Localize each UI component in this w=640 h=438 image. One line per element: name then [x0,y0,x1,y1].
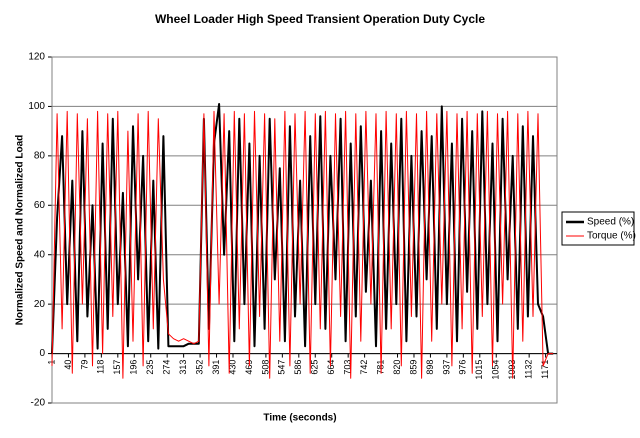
x-tick-label: 430 [227,360,237,375]
chart-title: Wheel Loader High Speed Transient Operat… [155,12,485,26]
y-tick-label: 0 [39,348,45,359]
x-tick-label: 664 [326,360,336,375]
x-tick-label: 898 [425,360,435,375]
x-tick-label: 118 [96,360,106,374]
x-tick-label: 1 [46,360,56,365]
x-tick-label: 1132 [524,360,534,379]
x-tick-label: 859 [408,360,418,375]
x-tick-label: 235 [145,360,155,375]
y-tick-label: 60 [34,200,46,211]
series-line [51,103,554,355]
x-tick-label: 820 [392,360,402,375]
x-axis-label: Time (seconds) [263,413,336,424]
x-tick-label: 937 [441,360,451,375]
x-tick-label: 781 [375,360,385,375]
y-tick-label: 20 [34,299,46,310]
y-tick-label: 100 [28,101,45,112]
x-tick-label: 508 [260,360,270,375]
x-tick-label: 1054 [491,360,501,380]
x-tick-label: 1015 [474,360,484,380]
y-tick-label: 120 [28,52,45,63]
y-tick-label: 80 [34,150,46,161]
x-tick-label: 547 [277,360,287,375]
y-axis-label: Normalized Speed and Normalized Load [15,135,26,326]
x-tick-label: 157 [112,360,122,375]
x-tick-label: 352 [194,360,204,375]
legend-label: Speed (%) [587,217,634,228]
x-tick-label: 703 [343,360,353,375]
x-tick-label: 274 [162,360,172,375]
x-tick-label: 625 [310,360,320,375]
legend-label: Torque (%) [587,231,636,242]
x-tick-label: 1171 [540,360,550,379]
y-tick-label: 40 [34,249,46,260]
plot-border [51,56,558,404]
x-tick-label: 976 [458,360,468,375]
x-tick-label: 196 [129,360,139,375]
legend-box [561,211,635,246]
x-tick-label: 313 [178,360,188,375]
series-line [51,110,554,379]
y-tick-label: -20 [31,398,46,409]
x-tick-label: 391 [211,360,221,375]
x-tick-label: 742 [359,360,369,375]
x-tick-label: 79 [79,360,89,370]
x-tick-label: 586 [293,360,303,375]
x-tick-label: 469 [244,360,254,375]
x-tick-label: 40 [63,360,73,370]
